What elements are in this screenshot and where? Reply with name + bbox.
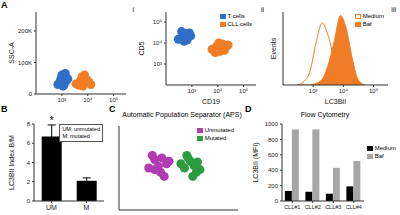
svg-text:10⁴: 10⁴ — [83, 97, 93, 103]
svg-text:0: 0 — [27, 198, 31, 204]
svg-text:200K: 200K — [18, 28, 32, 34]
svg-text:10⁴: 10⁴ — [213, 88, 223, 94]
svg-text:10⁵: 10⁵ — [153, 19, 163, 25]
svg-text:2: 2 — [27, 179, 31, 185]
svg-text:10⁴: 10⁴ — [339, 88, 349, 94]
html-text:Flow Cytometry: Flow Cytometry — [300, 111, 350, 118]
svg-text:10⁵: 10⁵ — [109, 97, 119, 103]
svg-text:800: 800 — [268, 137, 279, 143]
svg-text:UM: UM — [46, 204, 57, 211]
svg-text:100K: 100K — [18, 60, 32, 66]
html-text:Medium: Medium — [362, 13, 384, 19]
svg-text:CLL#1: CLL#1 — [284, 204, 300, 210]
svg-text:400: 400 — [268, 167, 279, 173]
html-text:T cells: T cells — [227, 13, 245, 19]
svg-text:LC3BII (MFI): LC3BII (MFI) — [252, 142, 260, 182]
html-text:ii: ii — [260, 6, 264, 13]
html-text:M: mutated: M: mutated — [62, 133, 90, 139]
html-text:i: i — [132, 6, 134, 13]
html-text:UM: unmutated: UM: unmutated — [62, 126, 100, 132]
html-text:Unmutated: Unmutated — [204, 127, 234, 133]
html-text:Baf: Baf — [362, 21, 372, 27]
svg-text:1000: 1000 — [265, 121, 279, 127]
html-text:D: D — [245, 104, 252, 114]
svg-text:10³: 10³ — [153, 61, 162, 67]
svg-text:SSC-A: SSC-A — [8, 42, 15, 64]
svg-text:10⁵: 10⁵ — [239, 88, 249, 94]
svg-text:CD5: CD5 — [138, 41, 145, 55]
html-text:Medium: Medium — [374, 145, 396, 151]
html-text:B: B — [1, 104, 8, 114]
svg-text:4: 4 — [27, 160, 31, 166]
svg-text:M: M — [84, 204, 90, 211]
html-text:iii: iii — [391, 6, 396, 13]
svg-text:Events: Events — [270, 37, 277, 59]
svg-text:10⁵: 10⁵ — [369, 88, 379, 94]
html-text:Mutated: Mutated — [204, 135, 227, 141]
svg-text:6: 6 — [27, 140, 31, 146]
svg-text:10⁴: 10⁴ — [153, 40, 163, 46]
svg-text:8: 8 — [27, 121, 31, 127]
html-text:Baf: Baf — [374, 153, 384, 159]
svg-text:600: 600 — [268, 152, 279, 158]
svg-text:LC3BII: LC3BII — [325, 98, 346, 104]
svg-text:0: 0 — [29, 91, 33, 97]
svg-text:0: 0 — [275, 198, 279, 204]
html-text:CLL cells: CLL cells — [227, 21, 252, 27]
svg-text:CLL#4: CLL#4 — [346, 204, 362, 210]
html-text:Automatic Population Separator: Automatic Population Separator (APS) — [122, 111, 242, 118]
svg-text:CLL#2: CLL#2 — [305, 204, 321, 210]
svg-text:CD19: CD19 — [202, 98, 220, 104]
svg-text:LC3BII Index B/M: LC3BII Index B/M — [8, 135, 15, 190]
svg-text:*: * — [50, 115, 54, 126]
svg-text:200: 200 — [268, 183, 279, 189]
svg-text:10³: 10³ — [58, 97, 67, 103]
svg-text:CLL#3: CLL#3 — [325, 204, 341, 210]
svg-text:10³: 10³ — [309, 88, 318, 94]
svg-text:10³: 10³ — [188, 88, 197, 94]
html-text:C: C — [109, 104, 116, 114]
html-text:A: A — [1, 0, 8, 10]
